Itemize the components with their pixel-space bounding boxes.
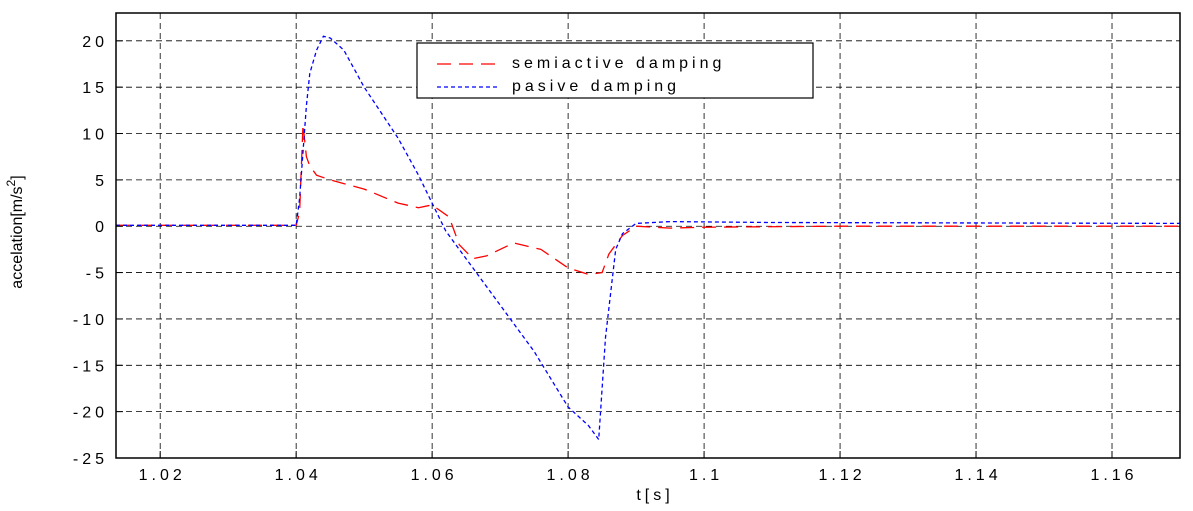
x-tick-label: 1.14 xyxy=(954,467,1001,484)
plot-frame xyxy=(115,12,1181,459)
y-tick-label: -25 xyxy=(73,451,108,468)
y-tick-label: 0 xyxy=(95,219,108,236)
series-line-semiactive xyxy=(116,123,1180,276)
y-ticks: 20 15 10 5 0 -5 -10 -15 -20 -25 xyxy=(73,34,123,468)
y-tick-label: -10 xyxy=(73,312,108,329)
legend-box xyxy=(416,42,814,99)
x-tick-label: 1.16 xyxy=(1090,467,1137,484)
x-tick-label: 1.1 xyxy=(689,467,723,484)
legend-label-semiactive: semiactive damping xyxy=(512,55,725,72)
x-tick-label: 1.04 xyxy=(275,467,322,484)
x-tick-label: 1.06 xyxy=(411,467,458,484)
y-axis-label-exponent: 2 xyxy=(4,179,18,186)
y-tick-label: 5 xyxy=(95,173,108,190)
x-ticks: 1.02 1.04 1.06 1.08 1.1 1.12 1.14 1.16 xyxy=(139,451,1137,484)
y-tick-label: -5 xyxy=(86,266,108,283)
y-axis-label-main: accelation[m/s xyxy=(9,186,26,288)
y-axis-label: accelation[m/s2] xyxy=(4,175,26,288)
x-tick-label: 1.02 xyxy=(139,467,186,484)
y-tick-label: -15 xyxy=(73,358,108,375)
y-tick-label: 20 xyxy=(82,34,108,51)
legend-label-pasive: pasive damping xyxy=(512,78,680,95)
x-axis-label: t[s] xyxy=(636,487,673,504)
y-axis-label-close: ] xyxy=(9,175,26,179)
x-tick-label: 1.08 xyxy=(547,467,594,484)
legend: semiactive damping pasive damping xyxy=(416,42,814,99)
y-tick-label: -20 xyxy=(73,405,108,422)
x-tick-label: 1.12 xyxy=(818,467,865,484)
y-tick-label: 15 xyxy=(82,80,108,97)
series-line-pasive xyxy=(116,35,1181,441)
y-tick-label: 10 xyxy=(82,127,108,144)
data-series xyxy=(116,35,1181,441)
